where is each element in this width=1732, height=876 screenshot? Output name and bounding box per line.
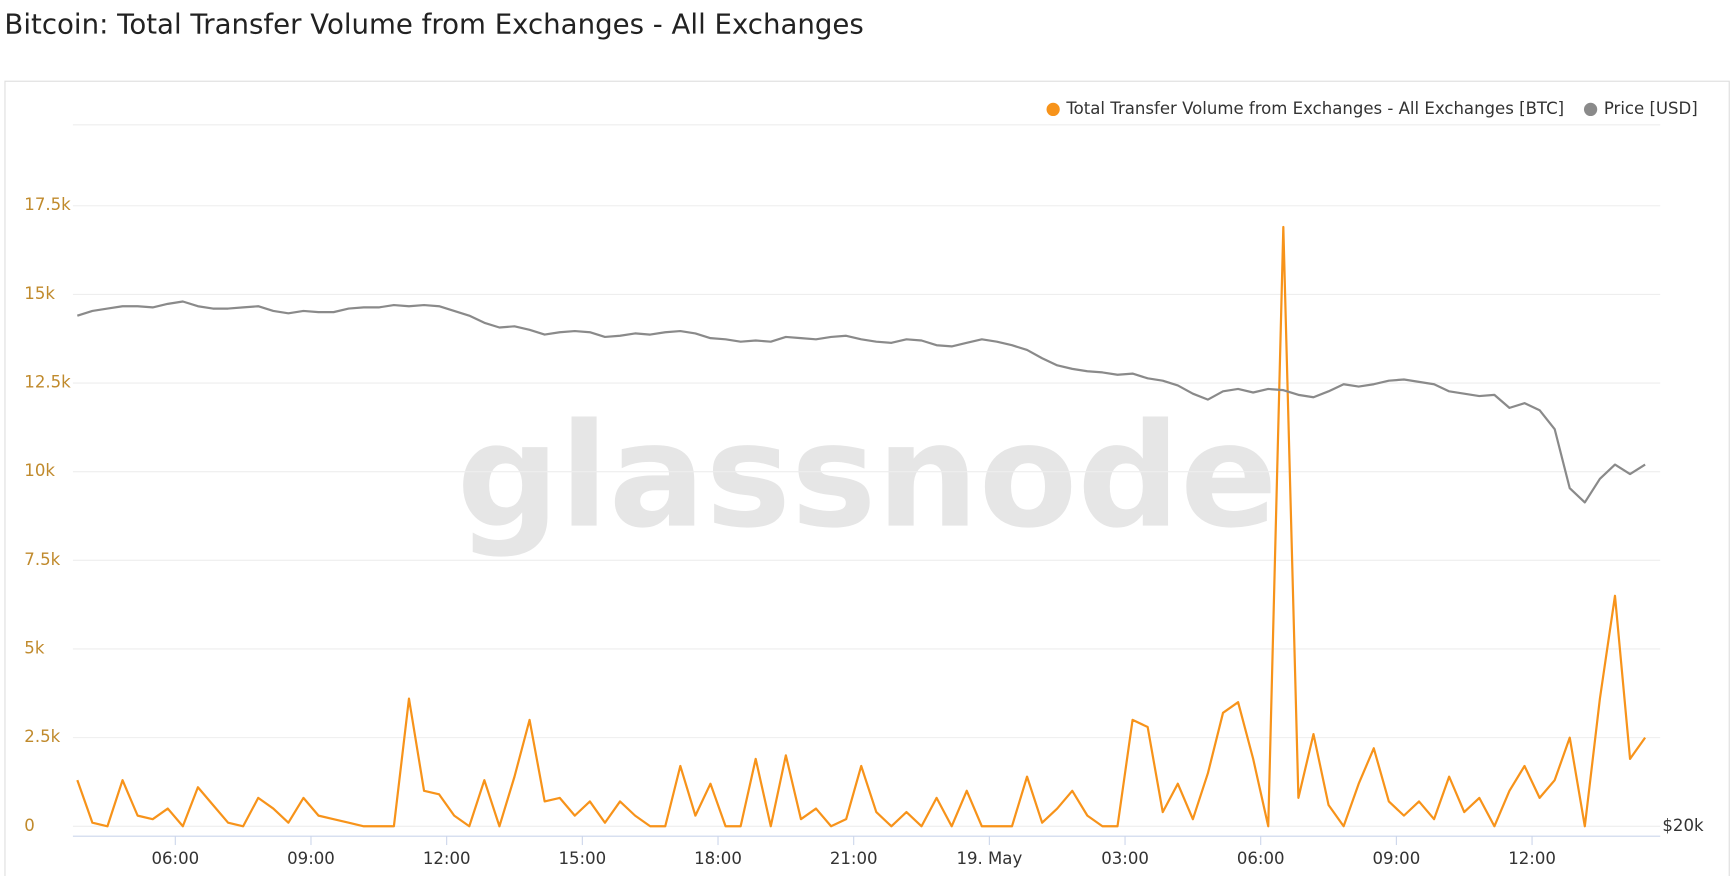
x-tick-label: 19. May: [956, 849, 1022, 868]
legend-marker: [1583, 102, 1598, 117]
y-tick-label: 2.5k: [24, 727, 60, 746]
y-tick-label: 0: [24, 816, 35, 835]
y-tick-label: 7.5k: [24, 550, 60, 569]
legend-label: Price [USD]: [1604, 99, 1698, 118]
x-tick-label: 09:00: [287, 849, 335, 868]
x-tick-label: 12:00: [1508, 849, 1556, 868]
series-line: [76, 300, 1646, 504]
y-tick-label: 12.5k: [24, 373, 71, 392]
y-tick-label: 10k: [24, 461, 55, 480]
x-tick-label: 03:00: [1101, 849, 1149, 868]
x-tick-label: 09:00: [1373, 849, 1421, 868]
legend-label: Total Transfer Volume from Exchanges - A…: [1065, 99, 1564, 118]
watermark: glassnode: [457, 393, 1278, 560]
series-line: [76, 225, 1647, 828]
x-tick-label: 06:00: [151, 849, 199, 868]
x-tick-label: 06:00: [1237, 849, 1285, 868]
legend-marker: [1046, 102, 1060, 117]
chart-frame: [4, 80, 1730, 876]
y-tick-label: 5k: [24, 638, 45, 657]
x-tick-label: 21:00: [830, 849, 878, 868]
x-tick-label: 15:00: [558, 849, 606, 868]
chart-title: Bitcoin: Total Transfer Volume from Exch…: [4, 7, 863, 40]
x-tick-label: 12:00: [423, 849, 471, 868]
y2-tick-label: $20k: [1662, 816, 1704, 835]
y-tick-label: 15k: [24, 284, 55, 303]
x-tick-label: 18:00: [694, 849, 742, 868]
y-tick-label: 17.5k: [24, 195, 71, 214]
